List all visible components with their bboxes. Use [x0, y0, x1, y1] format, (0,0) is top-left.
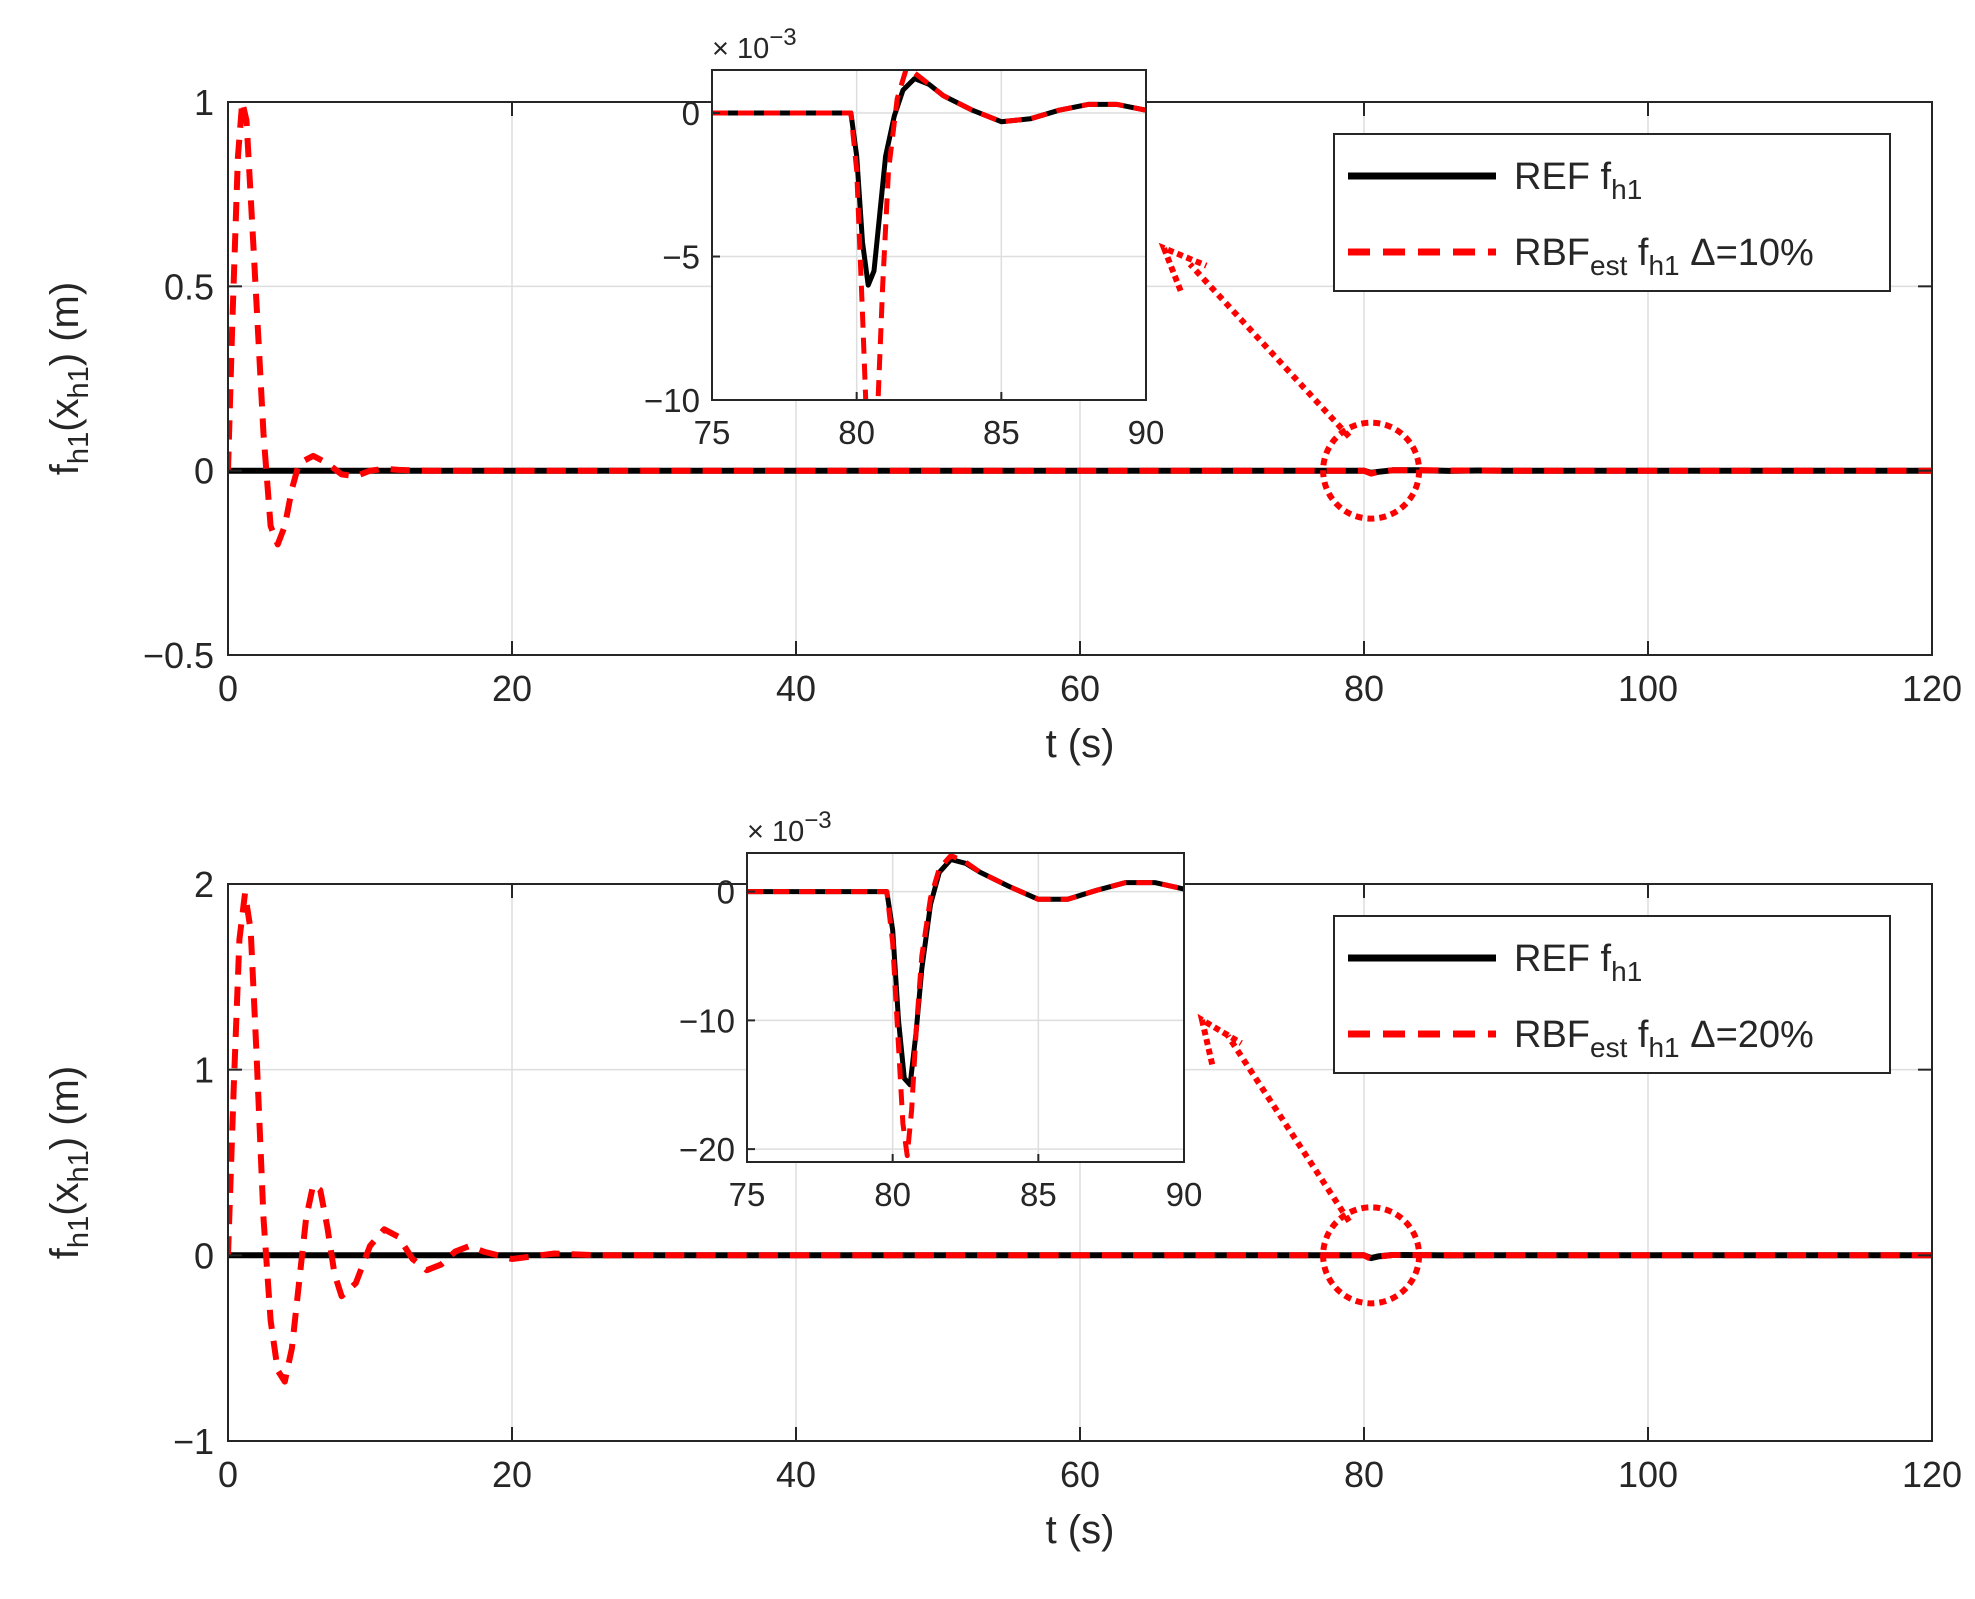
y-tick-label: −1	[173, 1421, 214, 1462]
y-tick-label: 2	[194, 864, 214, 905]
legend-box	[1333, 133, 1891, 292]
inset-y-tick-label: −10	[644, 382, 700, 419]
inset-series-group	[747, 853, 1184, 1159]
y-tick-label: −0.5	[143, 635, 214, 676]
x-tick-label: 120	[1902, 668, 1962, 709]
series-line-rbf-est	[228, 102, 1932, 548]
series-group	[228, 890, 1932, 1385]
inset-x-tick-label: 80	[874, 1176, 911, 1213]
inset-axes-box	[746, 852, 1185, 1163]
inset-y-tick-label: 0	[717, 874, 735, 911]
inset-bg	[712, 70, 1146, 400]
zoom-circle	[1320, 1204, 1423, 1307]
inset-x-tick-label: 90	[1166, 1176, 1203, 1213]
inset-x-tick-label: 90	[1128, 414, 1165, 451]
y-tick-label: 1	[194, 82, 214, 123]
inset-series-line-rbf-est	[747, 853, 1184, 1159]
inset-y-tick-label: −20	[679, 1131, 735, 1168]
x-tick-label: 0	[218, 1454, 238, 1495]
inset-x-tick-label: 85	[983, 414, 1020, 451]
x-tick-label: 120	[1902, 1454, 1962, 1495]
legend: REF fh1 RBFest fh1 Δ=20%	[1333, 915, 1891, 1074]
inset-x-tick-label: 75	[694, 414, 731, 451]
legend-label-rbf-est: RBFest fh1 Δ=20%	[1514, 1014, 1814, 1063]
inset-grid	[747, 853, 1184, 1162]
x-tick-label: 40	[776, 668, 816, 709]
legend-label-rbf-est: RBFest fh1 Δ=10%	[1514, 232, 1814, 281]
x-tick-label: 20	[492, 1454, 532, 1495]
inset-x-tick-label: 85	[1020, 1176, 1057, 1213]
x-tick-label: 80	[1344, 668, 1384, 709]
inset-exponent-label: × 10−3	[712, 24, 797, 65]
x-tick-label: 100	[1618, 668, 1678, 709]
legend-box	[1333, 915, 1891, 1074]
zoom-circle	[1320, 419, 1423, 522]
x-tick-label: 100	[1618, 1454, 1678, 1495]
inset-axes-box	[711, 69, 1147, 401]
zoom-arrow-line	[1225, 1034, 1352, 1223]
x-tick-label: 40	[776, 1454, 816, 1495]
y-tick-label: 0	[194, 1235, 214, 1276]
legend: REF fh1 RBFest fh1 Δ=10%	[1333, 133, 1891, 292]
y-tick-label: 0.5	[164, 266, 214, 307]
inset-x-tick-label: 80	[838, 414, 875, 451]
x-tick-label: 60	[1060, 1454, 1100, 1495]
zoom-arrow-line	[1187, 262, 1352, 439]
inset: 75 80 85 90 −10 −5 0 × 10−3	[644, 24, 1165, 451]
inset-bg	[747, 853, 1184, 1162]
series-group	[228, 102, 1932, 548]
inset-series-line-rbf-est	[712, 70, 1146, 400]
legend-label-ref: REF fh1	[1514, 938, 1642, 987]
y-tick-label: 1	[194, 1050, 214, 1091]
zoom-arrow-head	[1158, 242, 1208, 292]
x-axis-label: t (s)	[1046, 722, 1115, 766]
zoom-arrow-head	[1197, 1013, 1243, 1066]
inset-y-tick-label: −10	[679, 1002, 735, 1039]
inset-exponent-label: × 10−3	[747, 807, 832, 848]
inset: 75 80 85 90 −20 −10 0 × 10−3	[679, 807, 1202, 1213]
x-tick-label: 80	[1344, 1454, 1384, 1495]
subplot-1: 0 20 40 60 80 100 120−0.500.51t (s)fh1(xh1) (m…	[43, 24, 1962, 766]
inset-y-tick-label: 0	[682, 95, 700, 132]
x-tick-label: 0	[218, 668, 238, 709]
y-tick-label: 0	[194, 451, 214, 492]
legend-label-ref: REF fh1	[1514, 156, 1642, 205]
y-axis-label: fh1(xh1) (m)	[43, 1066, 95, 1259]
inset-y-tick-label: −5	[662, 239, 700, 276]
inset-series-line-ref	[712, 76, 1146, 288]
x-tick-label: 20	[492, 668, 532, 709]
y-axis-label: fh1(xh1) (m)	[43, 282, 95, 475]
inset-series-group	[712, 70, 1146, 400]
series-line-rbf-est	[228, 890, 1932, 1385]
inset-x-tick-label: 75	[729, 1176, 766, 1213]
x-tick-label: 60	[1060, 668, 1100, 709]
x-axis-label: t (s)	[1046, 1508, 1115, 1552]
